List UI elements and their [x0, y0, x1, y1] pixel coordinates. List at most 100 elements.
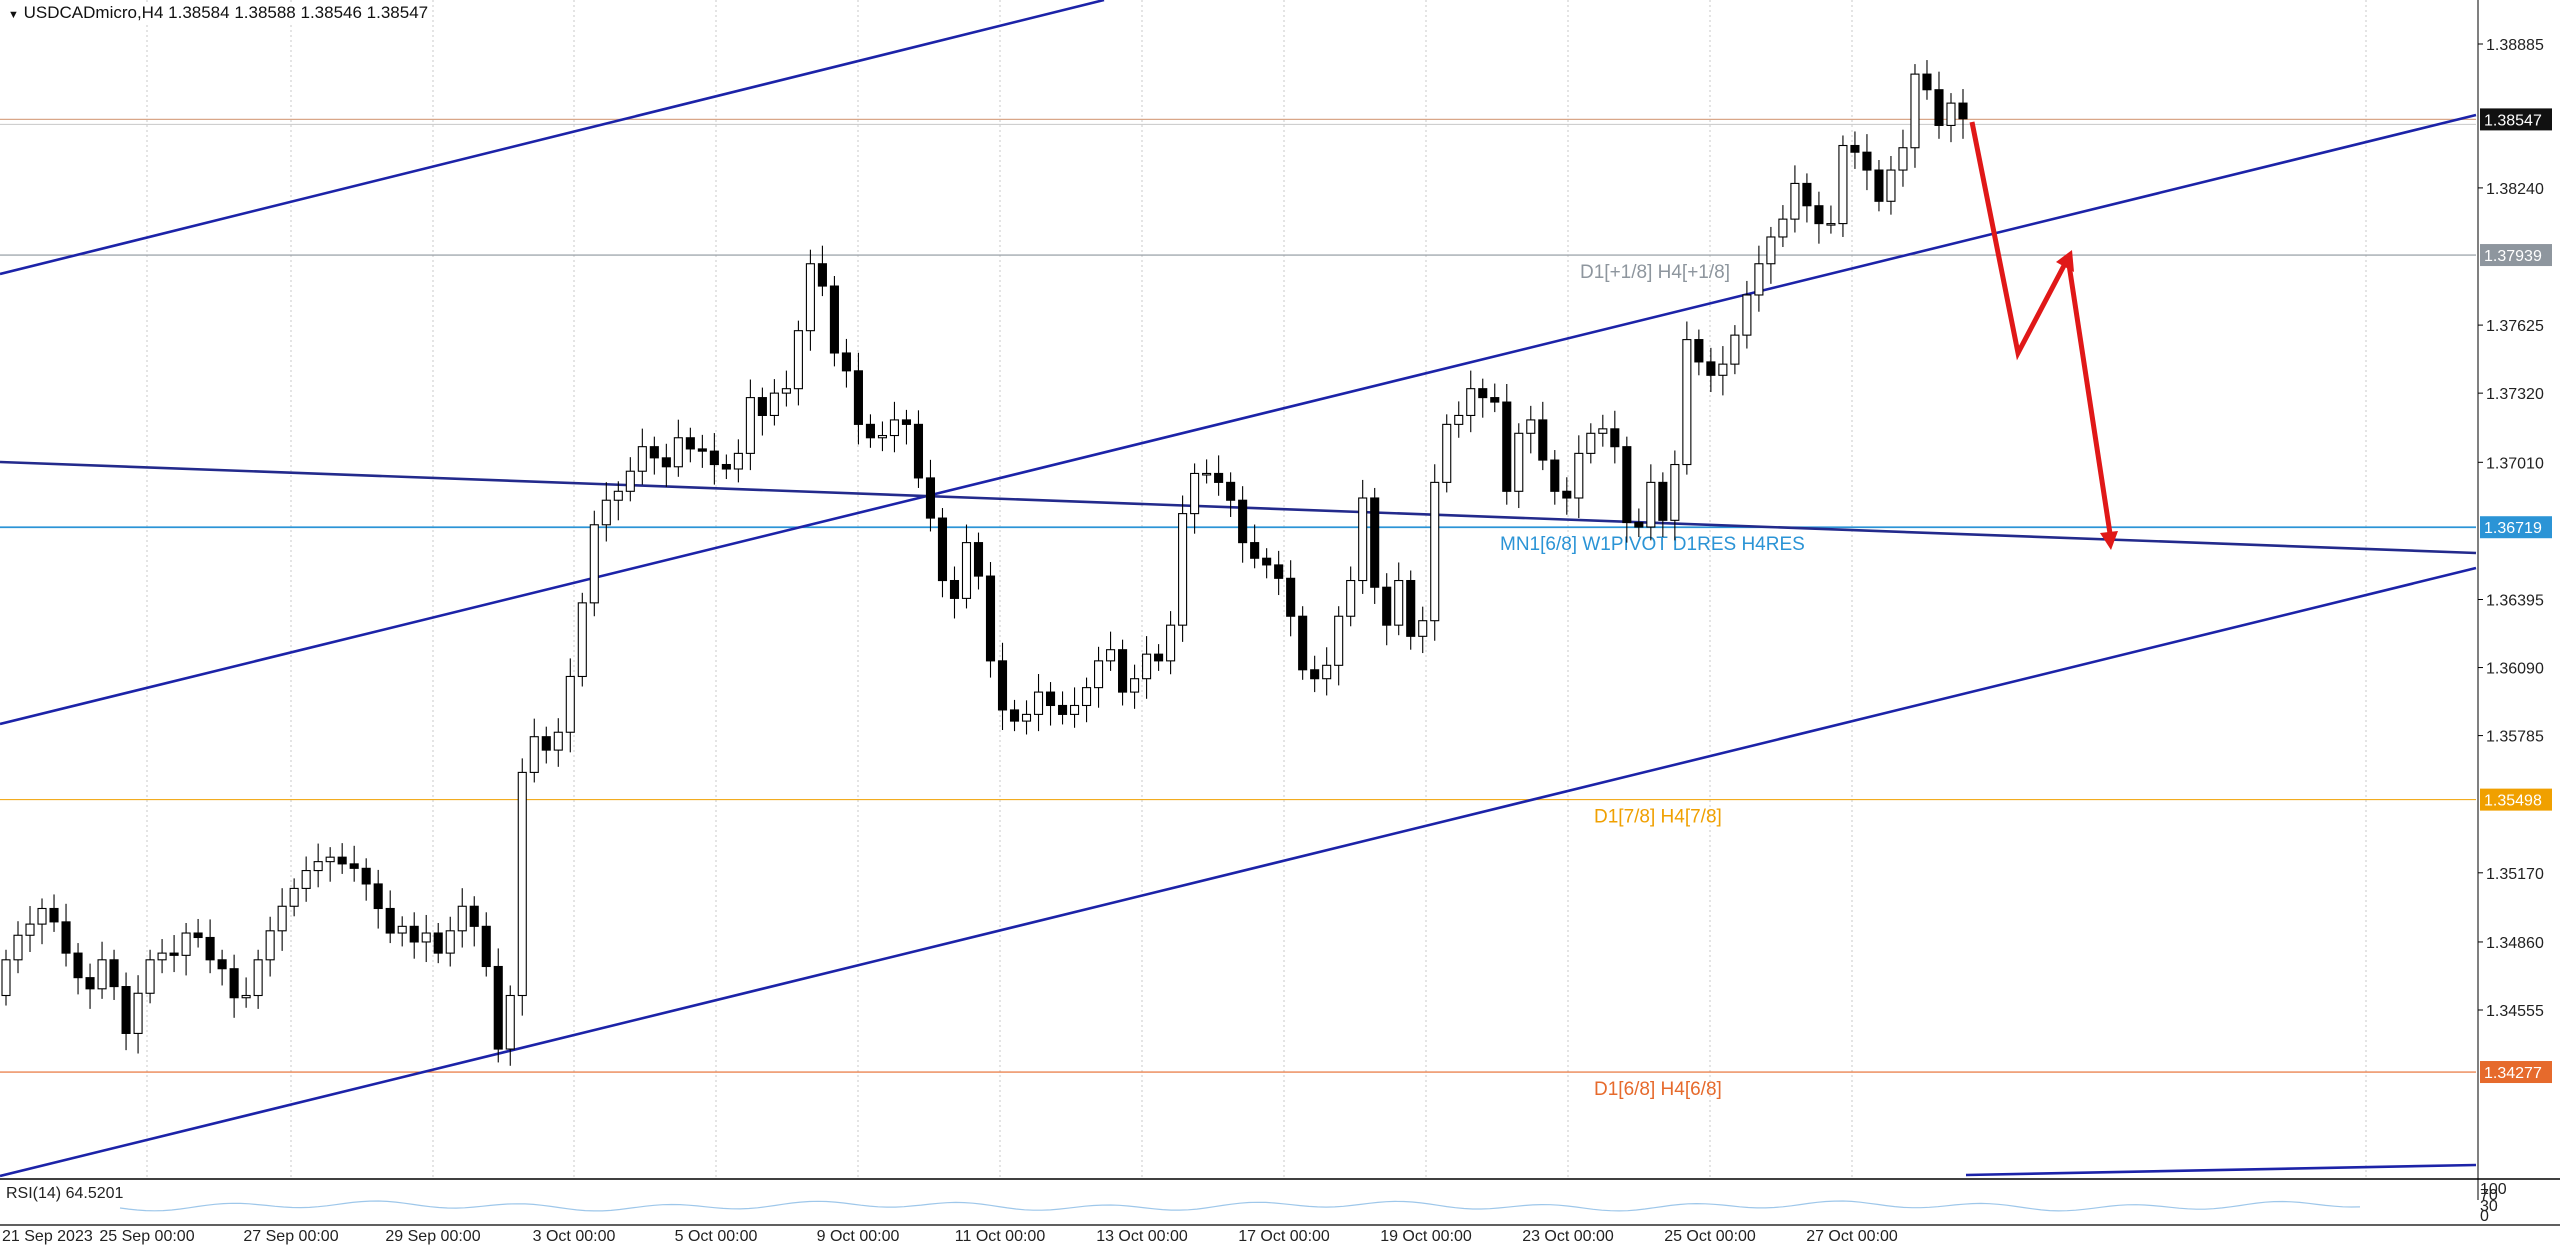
candle [289, 878, 299, 917]
symbol-header: ▼ USDCADmicro,H4 1.38584 1.38588 1.38546… [4, 2, 433, 24]
candle [85, 963, 95, 1009]
candle [1790, 165, 1800, 233]
candle [1322, 647, 1332, 696]
candle [565, 658, 575, 753]
candle [1610, 410, 1620, 464]
price-tag-d1_6_8 [2480, 1061, 2552, 1084]
candle [1910, 64, 1920, 168]
candle [985, 562, 996, 678]
candle [1262, 548, 1272, 579]
candle [1718, 346, 1728, 396]
candle [361, 858, 371, 901]
candle [253, 949, 263, 1009]
candle [325, 847, 335, 882]
candle [1057, 691, 1068, 725]
candle [793, 320, 803, 406]
plot-area[interactable] [0, 0, 2478, 1178]
candle [1370, 487, 1380, 604]
candle [1334, 606, 1344, 686]
level-lines: D1[+1/8] H4[+1/8] MN1[6/8] W1PIVOT D1RES … [0, 118, 2476, 1100]
time-label: 21 Sep 2023 [2, 1228, 93, 1245]
candle [13, 921, 23, 974]
candle [481, 912, 491, 977]
candle [205, 919, 215, 974]
candle [1646, 464, 1656, 541]
candle [697, 434, 707, 468]
time-grid [146, 0, 2367, 1178]
candle [1814, 191, 1824, 244]
candle [1082, 677, 1092, 723]
current-price-label: 1.38547 [2484, 112, 2542, 129]
candle [685, 427, 695, 463]
candle [1358, 479, 1368, 594]
candle [1526, 405, 1536, 454]
candle [1418, 606, 1428, 654]
candle [1574, 435, 1584, 519]
candle [1009, 699, 1020, 732]
candle [1478, 378, 1488, 418]
candle [145, 949, 155, 1004]
time-label: 29 Sep 00:00 [385, 1228, 480, 1245]
candle [1946, 93, 1956, 143]
trend-channel[interactable] [0, 0, 2477, 1178]
price-label: 1.37320 [2486, 386, 2544, 403]
rsi-scale-label: 100 [2480, 1181, 2507, 1198]
candle [1658, 472, 1668, 538]
candle [505, 985, 515, 1066]
candle [385, 890, 395, 944]
candle [769, 379, 779, 426]
candle [877, 421, 887, 452]
time-axis: 21 Sep 2023 25 Sep 00:00 27 Sep 00:00 29 Se… [2, 1228, 1898, 1245]
level-label-resistance: D1[+1/8] H4[+1/8] [1580, 262, 1730, 283]
candle [925, 459, 936, 532]
candle [949, 566, 960, 619]
time-label: 17 Oct 00:00 [1238, 1228, 1330, 1245]
candle [1934, 71, 1944, 139]
candle [1466, 370, 1476, 433]
candle [229, 954, 239, 1018]
candle [1454, 401, 1464, 438]
candle [1190, 463, 1200, 534]
candle [1514, 423, 1524, 509]
price-label: 1.38885 [2486, 37, 2544, 54]
candle [1538, 401, 1548, 471]
candle [1310, 655, 1320, 693]
price-label: 1.38240 [2486, 181, 2544, 198]
level-label-d1_6_8: D1[6/8] H4[6/8] [1594, 1079, 1722, 1100]
rsi-scale-label: 0 [2480, 1208, 2489, 1225]
candle [1862, 134, 1872, 191]
candle [193, 918, 203, 948]
candle [661, 443, 671, 487]
candle [1838, 135, 1848, 237]
candle [1682, 321, 1692, 475]
price-label: 1.34555 [2486, 1003, 2544, 1020]
candle [1274, 550, 1284, 596]
candle [25, 906, 35, 952]
candle [1694, 329, 1704, 376]
candle [277, 888, 287, 951]
candle [493, 948, 503, 1063]
collapse-triangle-icon[interactable]: ▼ [8, 9, 19, 21]
candle [1214, 455, 1224, 496]
time-label: 25 Oct 00:00 [1664, 1228, 1756, 1245]
candle [625, 457, 635, 502]
candle [1802, 173, 1812, 223]
candle [1826, 205, 1836, 234]
arrow-path-down [2065, 257, 2114, 541]
time-label: 27 Sep 00:00 [243, 1228, 338, 1245]
forecast-arrow [1969, 121, 2118, 550]
time-label: 13 Oct 00:00 [1096, 1228, 1188, 1245]
candle [757, 387, 767, 436]
candle [817, 245, 827, 297]
candle [1622, 436, 1632, 543]
candle [1346, 566, 1356, 627]
candle [337, 843, 347, 874]
candle [373, 869, 383, 929]
candle [997, 642, 1008, 731]
current-price-tag [2480, 108, 2552, 131]
price-label: 1.36395 [2486, 593, 2544, 610]
candle [637, 428, 647, 485]
price-tag-resistance [2480, 244, 2552, 267]
